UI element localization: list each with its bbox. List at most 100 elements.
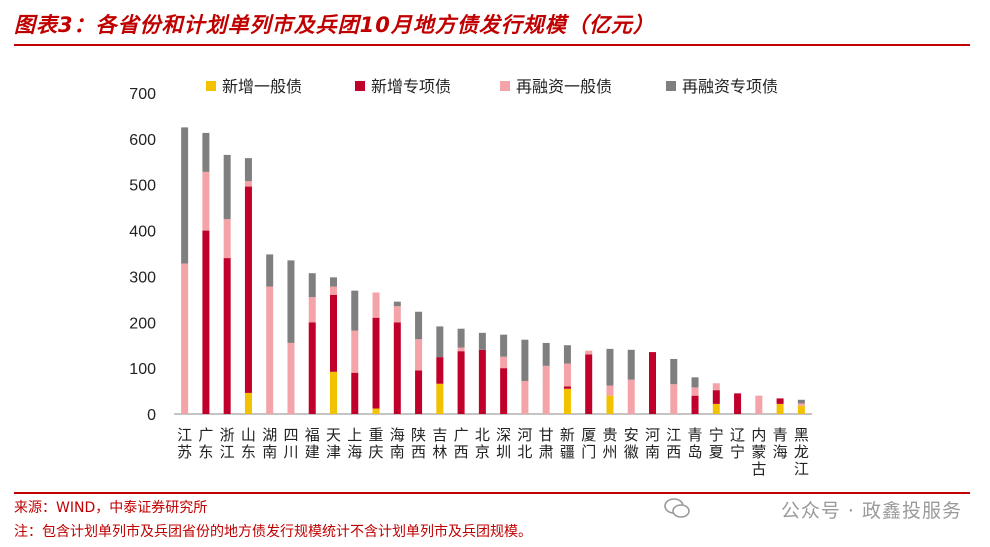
y-tick-label: 400 xyxy=(129,224,156,241)
bar-segment xyxy=(223,154,231,220)
x-category-label: 广东 xyxy=(198,426,213,461)
x-category-label: 北京 xyxy=(475,426,490,461)
bar-segment xyxy=(393,306,401,323)
bar-segment xyxy=(797,399,805,404)
bar-segment xyxy=(670,384,678,414)
bar-segment xyxy=(478,332,486,350)
x-category-label: 甘肃 xyxy=(539,426,554,461)
bar-segment xyxy=(521,339,529,381)
footnote: 注：包含计划单列市及兵团省份的地方债发行规模统计不含计划单列市及兵团规模。 xyxy=(14,524,532,540)
bar-segment xyxy=(181,263,189,414)
bar-segment xyxy=(457,347,465,352)
bar-segment xyxy=(712,403,720,414)
bar-segment xyxy=(244,186,252,393)
bar-segment xyxy=(372,317,380,409)
x-category-label: 重庆 xyxy=(369,426,384,461)
x-category-label: 黑龙江 xyxy=(794,426,809,478)
bar-segment xyxy=(372,408,380,414)
bar-segment xyxy=(330,277,337,287)
y-tick-label: 500 xyxy=(129,178,156,195)
bar-segment xyxy=(202,171,210,231)
legend-swatch xyxy=(666,81,676,91)
x-category-label: 河南 xyxy=(645,426,660,461)
x-category-label: 浙江 xyxy=(220,426,235,461)
bar-segment xyxy=(415,370,423,414)
x-category-label: 湖南 xyxy=(262,426,277,461)
bar-segment xyxy=(308,273,316,298)
bar-segment xyxy=(776,403,784,414)
bar-segment xyxy=(563,386,571,389)
x-category-label: 安徽 xyxy=(624,426,639,461)
bar-segment xyxy=(244,158,252,182)
bar-segment xyxy=(542,342,550,366)
x-category-label: 江西 xyxy=(666,426,681,461)
bar-segment xyxy=(500,368,508,414)
bar-segment xyxy=(351,330,359,373)
x-category-label: 海南 xyxy=(390,426,405,461)
wechat-icon xyxy=(664,498,690,518)
bar-segment xyxy=(266,254,274,287)
bar-segment xyxy=(585,350,593,355)
bar-segment xyxy=(287,260,295,343)
bar-segment xyxy=(436,326,444,358)
x-category-label: 福建 xyxy=(305,426,320,461)
title-divider xyxy=(14,44,970,46)
bar-segment xyxy=(755,395,763,414)
bar-segment xyxy=(330,286,337,295)
x-category-label: 贵州 xyxy=(602,426,617,461)
bar-segment xyxy=(308,322,316,414)
bar-segment xyxy=(521,380,529,414)
legend-label: 新增一般债 xyxy=(222,77,302,96)
legend-label: 再融资专项债 xyxy=(682,77,778,96)
bars xyxy=(181,127,805,414)
x-category-label: 青岛 xyxy=(688,426,703,461)
y-tick-label: 100 xyxy=(129,361,156,378)
bar-segment xyxy=(351,372,359,414)
x-category-label: 青海 xyxy=(773,426,788,461)
bar-segment xyxy=(797,403,805,406)
x-category-label: 辽宁 xyxy=(730,426,745,461)
bar-segment xyxy=(691,387,699,396)
bar-segment xyxy=(627,349,635,380)
x-category-label: 吉林 xyxy=(432,426,447,461)
x-category-label: 广西 xyxy=(454,426,469,461)
bar-segment xyxy=(542,365,550,414)
bar-segment xyxy=(436,357,444,384)
x-category-label: 江苏 xyxy=(177,426,192,461)
bar-segment xyxy=(436,383,444,414)
bar-segment xyxy=(308,297,316,323)
x-category-label: 山东 xyxy=(241,426,256,461)
chart-title: 图表3：各省份和计划单列市及兵团10月地方债发行规模（亿元） xyxy=(14,13,655,37)
bar-segment xyxy=(266,286,274,414)
legend: 新增一般债 新增专项债 再融资一般债 再融资专项债 xyxy=(206,77,778,96)
bar-segment xyxy=(649,352,656,414)
bar-segment xyxy=(372,292,380,318)
legend-label: 新增专项债 xyxy=(371,77,451,96)
x-category-label: 上海 xyxy=(347,426,362,461)
bar-segment xyxy=(606,348,614,386)
x-category-label: 天津 xyxy=(326,426,341,461)
x-axis: 江苏广东浙江山东湖南四川福建天津上海重庆海南陕西吉林广西北京深圳河北甘肃新疆厦门… xyxy=(177,426,809,478)
bar-segment xyxy=(330,294,337,372)
bar-segment xyxy=(330,371,337,414)
bar-segment xyxy=(457,328,465,348)
bar-segment xyxy=(351,290,359,331)
y-axis: 0 100 200 300 400 500 600 700 xyxy=(129,86,812,424)
stacked-bar-chart: 新增一般债 新增专项债 再融资一般债 再融资专项债 0 100 200 300 400 500 6… xyxy=(129,77,812,478)
legend-swatch xyxy=(355,81,365,91)
source-note: 来源：WIND，中泰证券研究所 xyxy=(14,500,208,516)
x-category-label: 四川 xyxy=(283,426,298,461)
bar-segment xyxy=(691,395,699,414)
watermark: 公众号 · 政鑫投服务 xyxy=(780,500,962,522)
bar-segment xyxy=(691,377,699,388)
bar-segment xyxy=(563,363,571,387)
bar-segment xyxy=(500,356,508,369)
bar-segment xyxy=(776,398,784,404)
bar-segment xyxy=(202,230,210,414)
bar-segment xyxy=(563,345,571,364)
bar-segment xyxy=(478,349,486,414)
bar-segment xyxy=(202,132,210,172)
bar-segment xyxy=(415,339,423,371)
x-category-label: 内蒙古 xyxy=(751,426,766,478)
x-category-label: 宁夏 xyxy=(709,426,724,461)
